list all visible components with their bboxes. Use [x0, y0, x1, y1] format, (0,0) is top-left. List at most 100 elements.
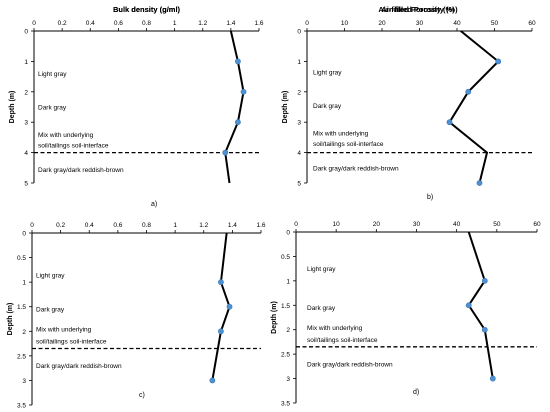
- x-tick-label: 0.6: [114, 20, 123, 27]
- y-tick-label: 2: [286, 327, 290, 334]
- y-tick-label: 4: [24, 150, 28, 157]
- y-tick-label: 0: [297, 29, 301, 36]
- x-tick-label: 0: [30, 222, 34, 229]
- data-point-marker: [226, 303, 233, 310]
- x-tick-label: 50: [491, 20, 499, 27]
- x-tick-label: 40: [453, 221, 461, 228]
- y-tick-label: 0: [286, 230, 290, 237]
- layer-annotation: Mix with underlying: [38, 132, 94, 139]
- layer-annotation: Light gray: [36, 272, 65, 279]
- y-tick-label: 2.5: [281, 352, 290, 359]
- panel-label: d): [413, 389, 419, 396]
- y-tick-label: 3.5: [17, 403, 26, 410]
- series-line: [467, 231, 494, 379]
- y-tick-label: 2: [22, 329, 26, 336]
- x-tick-label: 0.4: [85, 222, 94, 229]
- layer-annotation: Dark gray: [38, 105, 67, 112]
- x-tick-label: 1: [173, 20, 177, 27]
- y-tick-label: 0.5: [281, 254, 290, 261]
- data-point-marker: [218, 279, 224, 286]
- x-tick-label: 40: [453, 20, 461, 27]
- x-tick-label: 60: [528, 20, 536, 27]
- x-tick-label: 0.4: [86, 20, 95, 27]
- y-tick-label: 3.5: [281, 401, 290, 408]
- series-line: [448, 30, 500, 184]
- layer-annotation: Dark gray: [313, 103, 342, 110]
- chart-panel-c: Bulk density (g/ml) 0 0.2 0.4 0.6 0.8 1 1.2 1.4 1…: [7, 5, 266, 410]
- layer-annotation: Dark gray/dark reddish-brown: [313, 165, 399, 172]
- x-tick-label: 1.2: [198, 20, 207, 27]
- layer-annotation: soil/tailings soil-interface: [38, 143, 109, 150]
- x-tick-label: 0: [294, 221, 298, 228]
- layer-annotation: Dark gray/dark reddish-brown: [36, 363, 122, 370]
- x-tick-label: 10: [333, 221, 341, 228]
- panel-label: b): [427, 194, 433, 201]
- y-tick-label: 1.5: [17, 304, 26, 311]
- y-tick-label: 0: [24, 29, 28, 36]
- y-tick-label: 5: [297, 181, 301, 188]
- layer-annotation: Mix with underlying: [313, 130, 369, 137]
- layer-annotation: soil/tailings soil-interface: [307, 337, 378, 344]
- y-tick-label: 2: [297, 89, 301, 96]
- y-tick-label: 1: [286, 278, 290, 285]
- chart-panel-b: Air-filled Porosity (%) 0 10 20 30 40 50 60 0 1 2 3…: [282, 5, 536, 201]
- x-tick-label: 1.4: [228, 222, 237, 229]
- data-point-marker: [481, 277, 488, 284]
- data-point-marker: [235, 58, 241, 65]
- x-tick-label: 1: [173, 222, 177, 229]
- data-point-marker: [446, 119, 453, 126]
- x-tick-label: 30: [413, 221, 421, 228]
- x-tick-label: 0: [32, 20, 36, 27]
- x-tick-label: 0: [305, 20, 309, 27]
- data-point-marker: [465, 302, 472, 309]
- y-tick-label: 1.5: [281, 303, 290, 310]
- x-tick-label: 1.6: [254, 20, 263, 27]
- y-tick-label: 3: [22, 378, 26, 385]
- chart-title: Air-filled Porosity (%): [378, 5, 455, 14]
- data-point-marker: [489, 375, 496, 382]
- data-point-marker: [495, 58, 502, 65]
- y-axis-label: Depth (m): [9, 91, 16, 124]
- x-tick-label: 20: [373, 221, 381, 228]
- x-tick-label: 10: [341, 20, 349, 27]
- y-tick-label: 3: [286, 376, 290, 383]
- chart-panel-a: Bulk density (g/ml) 0 0.2 0.4 0.6 0.8 1 1.2 1.4 1…: [9, 5, 264, 208]
- y-axis-label: Depth (m): [271, 301, 278, 334]
- data-point-marker: [218, 328, 224, 335]
- y-axis-label: Depth (m): [7, 303, 14, 336]
- y-tick-label: 5: [24, 181, 28, 188]
- chart-title: Air-filled Porosity (%): [381, 5, 458, 14]
- layer-annotation: Mix with underlying: [307, 325, 363, 332]
- layer-annotation: Light gray: [307, 266, 336, 273]
- panel-label: a): [151, 201, 157, 208]
- x-tick-label: 50: [493, 221, 501, 228]
- y-tick-label: 3: [297, 120, 301, 127]
- y-tick-label: 0: [22, 231, 26, 238]
- x-tick-label: 60: [533, 221, 541, 228]
- layer-annotation: Dark gray: [307, 305, 336, 312]
- x-tick-label: 0.2: [58, 20, 67, 27]
- series-line: [224, 30, 245, 184]
- x-tick-label: 0.2: [56, 222, 65, 229]
- y-tick-label: 1: [24, 59, 28, 66]
- layer-annotation: Light gray: [313, 70, 342, 77]
- layer-annotation: Dark gray/dark reddish-brown: [307, 361, 393, 368]
- data-point-marker: [465, 88, 472, 95]
- x-tick-label: 1.4: [226, 20, 235, 27]
- layer-annotation: Dark gray/dark reddish-brown: [38, 167, 124, 174]
- x-tick-label: 1.6: [256, 222, 265, 229]
- y-tick-label: 2.5: [17, 353, 26, 360]
- x-tick-label: 30: [416, 20, 424, 27]
- layer-annotation: soil/tailings soil-interface: [313, 141, 384, 148]
- data-point-marker: [235, 119, 241, 126]
- y-tick-label: 0.5: [17, 255, 26, 262]
- y-tick-label: 3: [24, 120, 28, 127]
- panel-label: c): [139, 392, 145, 399]
- chart-title: Bulk density (g/ml): [113, 5, 181, 14]
- data-point-marker: [476, 180, 483, 186]
- data-point-marker: [240, 88, 247, 95]
- x-tick-label: 20: [378, 20, 386, 27]
- y-tick-label: 4: [297, 150, 301, 157]
- y-tick-label: 1: [22, 280, 26, 287]
